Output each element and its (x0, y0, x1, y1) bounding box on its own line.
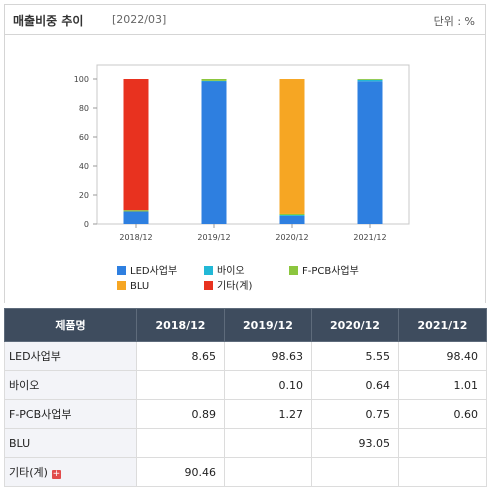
x-tick-label: 2021/12 (353, 233, 386, 242)
table-cell (136, 428, 225, 458)
y-tick-label: 20 (79, 191, 89, 200)
y-tick-label: 100 (74, 75, 89, 84)
table-cell: 98.63 (224, 341, 312, 371)
y-tick-label: 40 (79, 162, 89, 171)
y-tick-label: 0 (84, 220, 89, 229)
row-label: 바이오 (9, 379, 40, 392)
legend-item: LED사업부 (117, 266, 177, 280)
table-cell (224, 428, 312, 458)
plus-icon[interactable]: + (51, 469, 61, 479)
table-cell: 0.75 (311, 399, 399, 429)
table-cell: 5.55 (311, 341, 399, 371)
table-header-year: 2021/12 (398, 308, 487, 342)
bar-segment (123, 210, 149, 212)
row-label: LED사업부 (9, 350, 61, 363)
legend-label: F-PCB사업부 (302, 266, 359, 277)
unit-label: 단위 : % (433, 15, 475, 28)
table-cell: 1.01 (398, 370, 487, 400)
table-row: F-PCB사업부 0.89 1.27 0.75 0.60 (4, 399, 487, 429)
row-label-cell: 기타(계) + (4, 457, 137, 487)
table-cell: 1.27 (224, 399, 312, 429)
table-header-product: 제품명 (4, 308, 137, 342)
chart-legend: LED사업부 바이오 F-PCB사업부 BLU 기타(계) (117, 266, 417, 300)
bar-segment (279, 215, 305, 224)
bar-segment (357, 81, 383, 224)
bar-segment (201, 80, 227, 82)
x-tick-label: 2019/12 (197, 233, 230, 242)
row-label-cell: 바이오 (4, 370, 137, 400)
row-label: F-PCB사업부 (9, 408, 72, 421)
date-label: [2022/03] (112, 13, 167, 26)
bar-segment (279, 215, 305, 216)
table-cell: 0.89 (136, 399, 225, 429)
row-label-cell: F-PCB사업부 (4, 399, 137, 429)
table-cell (311, 457, 399, 487)
legend-swatch (289, 266, 298, 275)
table-row: BLU 93.05 (4, 428, 487, 458)
table-cell (224, 457, 312, 487)
legend-swatch (204, 281, 213, 290)
row-label: BLU (9, 436, 31, 450)
table-cell: 0.64 (311, 370, 399, 400)
legend-item: BLU (117, 281, 149, 295)
legend-label: LED사업부 (130, 266, 178, 277)
table-cell: 90.46 (136, 457, 225, 487)
chart-container: 0 20 40 60 80 100 2018/12 2019/12 2020/12 2021/12… (4, 35, 486, 303)
table-cell: 98.40 (398, 341, 487, 371)
legend-swatch (117, 266, 126, 275)
stacked-bar-chart: 0 20 40 60 80 100 2018/12 2019/12 2020/12 2021/12 (74, 64, 410, 242)
table-cell: 93.05 (311, 428, 399, 458)
bar-segment (123, 211, 149, 224)
bar-segment (279, 213, 305, 216)
row-label-cell: BLU (4, 428, 137, 458)
legend-item: 바이오 (204, 266, 245, 280)
legend-swatch (117, 281, 126, 290)
table-cell (398, 428, 487, 458)
y-tick-label: 80 (79, 104, 89, 113)
table-row: 기타(계) +90.46 (4, 457, 487, 487)
legend-swatch (204, 266, 213, 275)
table-cell: 8.65 (136, 341, 225, 371)
table-cell (136, 370, 225, 400)
table-cell: 0.10 (224, 370, 312, 400)
row-label: 기타(계) (9, 466, 48, 479)
legend-item: F-PCB사업부 (289, 266, 359, 280)
legend-label: 기타(계) (217, 281, 253, 292)
x-tick-label: 2020/12 (275, 233, 308, 242)
bar-segment (357, 78, 383, 80)
table-header-row: 제품명 2018/12 2019/12 2020/12 2021/12 (4, 308, 487, 342)
data-table: 제품명 2018/12 2019/12 2020/12 2021/12 LED사업부 8… (4, 308, 487, 487)
table-header-year: 2018/12 (136, 308, 225, 342)
legend-label: BLU (130, 281, 150, 292)
bar-segment (201, 79, 227, 81)
legend-item: 기타(계) (204, 281, 252, 295)
table-header-year: 2020/12 (311, 308, 399, 342)
y-tick-label: 60 (79, 133, 89, 142)
table-row: 바이오 0.10 0.64 1.01 (4, 370, 487, 400)
table-header-year: 2019/12 (224, 308, 312, 342)
bar-segment (279, 79, 305, 214)
section-header: 매출비중 추이 [2022/03] 단위 : % (4, 4, 486, 35)
table-cell: 0.60 (398, 399, 487, 429)
bar-segment (123, 79, 149, 211)
table-cell (398, 457, 487, 487)
bar-segment (201, 80, 227, 224)
row-label-cell: LED사업부 (4, 341, 137, 371)
bar-segment (357, 79, 383, 82)
x-tick-label: 2018/12 (119, 233, 152, 242)
section-title: 매출비중 추이 (13, 14, 84, 28)
plot-frame (96, 64, 410, 225)
legend-label: 바이오 (217, 266, 245, 277)
table-row: LED사업부 8.65 98.63 5.55 98.40 (4, 341, 487, 371)
